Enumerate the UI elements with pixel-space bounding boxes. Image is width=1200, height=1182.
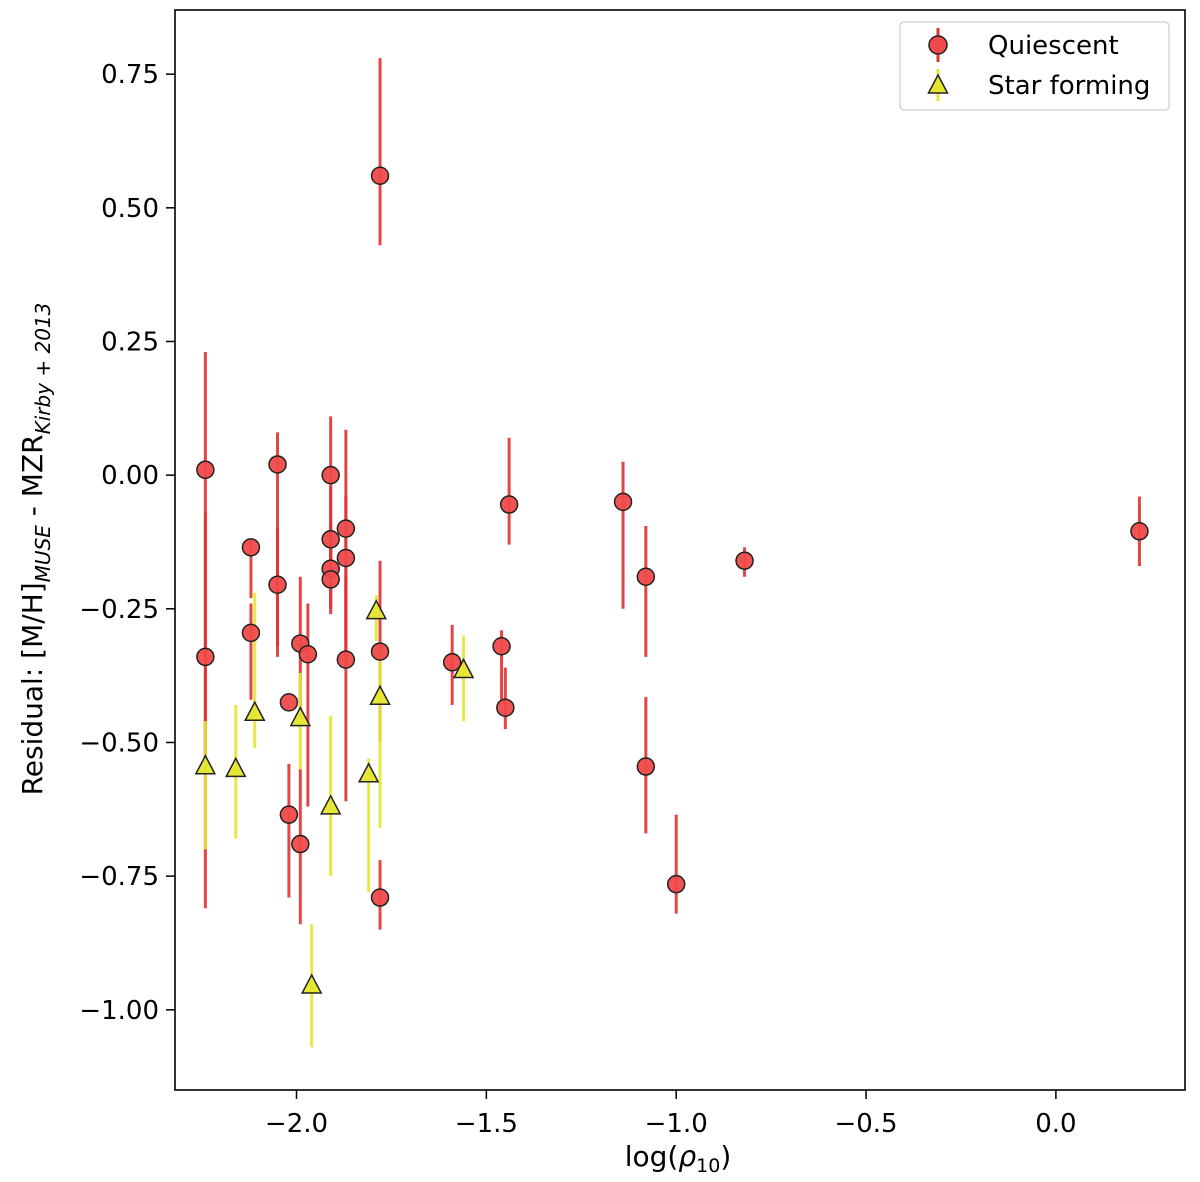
y-axis-label: Residual: [M/H]MUSE - MZRKirby + 2013 [16, 303, 55, 796]
quiescent-point [636, 567, 656, 586]
quiescent-point [291, 834, 310, 854]
x-tick-label: 0.0 [1035, 1109, 1076, 1139]
y-label-sub-kirby: Kirby + 2013 [31, 303, 55, 435]
x-label-sub: 10 [696, 1155, 720, 1177]
quiescent-point [241, 623, 261, 643]
legend-starforming-label: Star forming [988, 71, 1150, 101]
quiescent-point [613, 492, 633, 512]
quiescent-point [298, 645, 318, 664]
quiescent-point [370, 642, 390, 661]
quiescent-point [321, 570, 340, 589]
quiescent-point [370, 888, 390, 907]
quiescent-point [666, 874, 686, 894]
y-tick-label: −0.75 [79, 862, 159, 892]
quiescent-point [268, 455, 287, 474]
quiescent-point [1130, 522, 1149, 541]
starforming-point [369, 684, 391, 705]
starforming-point [225, 756, 247, 778]
quiescent-point [735, 551, 754, 570]
y-label-sub-muse: MUSE [31, 525, 55, 583]
starforming-point [365, 599, 387, 620]
y-tick-label: 0.50 [101, 194, 159, 224]
legend-quiescent-label: Quiescent [988, 31, 1119, 61]
x-tick-label: −0.5 [834, 1109, 897, 1139]
quiescent-point [496, 698, 515, 717]
x-tick-label: −2.0 [265, 1109, 328, 1139]
y-label-part: Residual: [M/H] [16, 582, 49, 795]
quiescent-point [241, 538, 261, 557]
y-tick-label: 0.25 [101, 327, 159, 357]
y-tick-label: −1.00 [79, 996, 159, 1026]
y-tick-label: 0.75 [101, 60, 159, 90]
x-label-close: ) [720, 1140, 731, 1173]
quiescent-point [492, 636, 511, 656]
starforming-point [357, 762, 380, 783]
starforming-point [289, 706, 312, 727]
quiescent-point [321, 465, 340, 485]
quiescent-point [336, 650, 356, 669]
x-label-rho: ρ [678, 1140, 696, 1173]
quiescent-point [499, 495, 519, 514]
starforming-point [300, 973, 323, 994]
starforming-point [194, 754, 217, 775]
quiescent-point [636, 757, 656, 776]
quiescent-point [336, 519, 356, 538]
quiescent-point [321, 530, 340, 549]
legend-quiescent-marker [928, 35, 948, 55]
y-tick-label: −0.50 [79, 728, 159, 758]
quiescent-point [196, 460, 215, 480]
starforming-point [319, 794, 342, 815]
quiescent-point [370, 166, 390, 185]
x-tick-label: −1.5 [455, 1109, 518, 1139]
x-axis-ticks: −2.0 −1.5 −1.0 −0.5 0.0 [265, 1090, 1077, 1139]
quiescent-point [279, 805, 299, 824]
quiescent-point [336, 548, 356, 568]
legend-box [899, 21, 1170, 111]
y-axis-ticks: −1.00 −0.75 −0.50 −0.25 0.00 0.25 0.50 0.75 [79, 60, 175, 1026]
y-tick-label: −0.25 [79, 595, 159, 625]
quiescent-point [268, 575, 287, 595]
legend: Quiescent Star forming [899, 21, 1170, 111]
plot-frame [174, 9, 1186, 1091]
quiescent-point [196, 647, 215, 667]
quiescent-point [279, 693, 299, 712]
markers-layer [194, 166, 1149, 994]
x-tick-label: −1.0 [645, 1109, 708, 1139]
starforming-point [452, 657, 475, 679]
y-tick-label: 0.00 [101, 461, 159, 491]
quiescent-point [442, 653, 462, 672]
legend-starforming-marker [927, 73, 949, 94]
starforming-point [243, 700, 266, 722]
y-label-part: - MZR [16, 434, 49, 525]
